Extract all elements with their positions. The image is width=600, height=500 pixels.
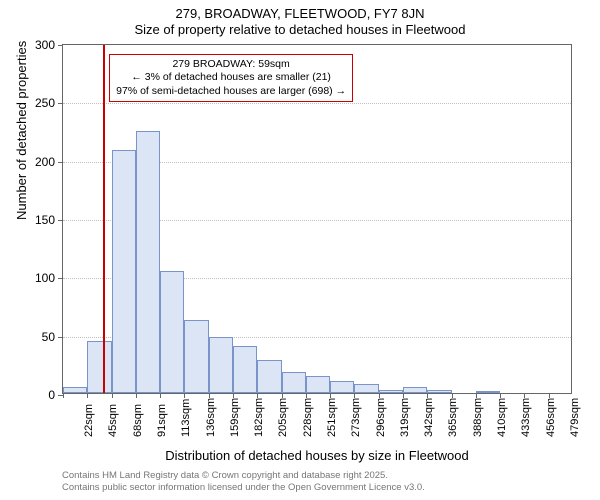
x-tick <box>427 393 428 398</box>
x-tick <box>500 393 501 398</box>
x-tick-label: 273sqm <box>344 398 362 437</box>
x-tick <box>306 393 307 398</box>
histogram-bar <box>282 372 306 393</box>
y-tick-label: 250 <box>35 96 63 110</box>
x-tick <box>403 393 404 398</box>
x-tick-label: 22sqm <box>77 404 95 437</box>
x-tick-label: 68sqm <box>126 404 144 437</box>
histogram-bar <box>476 391 500 393</box>
y-axis-label: Number of detached properties <box>14 41 29 220</box>
x-tick-label: 45sqm <box>101 404 119 437</box>
y-tick-label: 150 <box>35 213 63 227</box>
histogram-bar <box>306 376 330 394</box>
histogram-bar <box>136 131 160 394</box>
footer-line-1: Contains HM Land Registry data © Crown c… <box>62 470 425 482</box>
x-tick <box>63 393 64 398</box>
histogram-bar <box>257 360 281 393</box>
annotation-line: 97% of semi-detached houses are larger (… <box>116 85 346 98</box>
annotation-box: 279 BROADWAY: 59sqm← 3% of detached hous… <box>109 54 353 101</box>
footer-attribution: Contains HM Land Registry data © Crown c… <box>62 470 425 494</box>
x-tick <box>136 393 137 398</box>
histogram-bar <box>427 390 451 394</box>
x-tick <box>160 393 161 398</box>
histogram-bar <box>160 271 184 394</box>
x-tick <box>233 393 234 398</box>
x-tick-label: 479sqm <box>563 398 581 437</box>
x-tick <box>257 393 258 398</box>
x-tick-label: 182sqm <box>247 398 265 437</box>
histogram-bar <box>63 387 87 393</box>
y-tick-label: 100 <box>35 271 63 285</box>
x-tick <box>209 393 210 398</box>
y-tick-label: 50 <box>42 330 63 344</box>
x-tick-label: 159sqm <box>223 398 241 437</box>
x-axis-label: Distribution of detached houses by size … <box>62 448 572 463</box>
x-tick-label: 205sqm <box>271 398 289 437</box>
histogram-bar <box>354 384 378 393</box>
x-tick <box>354 393 355 398</box>
histogram-bar <box>87 341 111 394</box>
x-tick-label: 365sqm <box>441 398 459 437</box>
x-tick-label: 91sqm <box>150 404 168 437</box>
x-tick <box>184 393 185 398</box>
x-tick-label: 388sqm <box>466 398 484 437</box>
footer-line-2: Contains public sector information licen… <box>62 482 425 494</box>
x-tick-label: 456sqm <box>539 398 557 437</box>
x-tick-label: 319sqm <box>393 398 411 437</box>
reference-line <box>103 45 105 393</box>
x-tick-label: 251sqm <box>320 398 338 437</box>
histogram-bar <box>330 381 354 393</box>
chart-title-2: Size of property relative to detached ho… <box>0 22 600 37</box>
x-tick-label: 342sqm <box>417 398 435 437</box>
x-tick-label: 410sqm <box>490 398 508 437</box>
x-tick-label: 113sqm <box>174 399 192 437</box>
x-tick <box>282 393 283 398</box>
x-tick-label: 228sqm <box>296 398 314 437</box>
x-tick <box>549 393 550 398</box>
histogram-bar <box>184 320 208 394</box>
histogram-bar <box>112 150 136 393</box>
annotation-line: ← 3% of detached houses are smaller (21) <box>116 71 346 84</box>
chart-container: 279, BROADWAY, FLEETWOOD, FY7 8JN Size o… <box>0 0 600 500</box>
annotation-line: 279 BROADWAY: 59sqm <box>116 58 346 71</box>
x-tick <box>452 393 453 398</box>
plot-area: 05010015020025030022sqm45sqm68sqm91sqm11… <box>62 44 572 394</box>
y-tick-label: 0 <box>48 388 63 402</box>
x-tick-label: 296sqm <box>369 398 387 437</box>
chart-title-1: 279, BROADWAY, FLEETWOOD, FY7 8JN <box>0 6 600 21</box>
x-tick <box>112 393 113 398</box>
histogram-bar <box>403 387 427 393</box>
histogram-bar <box>379 390 403 394</box>
x-tick <box>330 393 331 398</box>
gridline <box>63 103 571 104</box>
x-tick <box>379 393 380 398</box>
histogram-bar <box>209 337 233 393</box>
x-tick <box>476 393 477 398</box>
x-tick <box>87 393 88 398</box>
histogram-bar <box>233 346 257 393</box>
x-tick <box>524 393 525 398</box>
y-tick-label: 300 <box>35 38 63 52</box>
x-tick-label: 136sqm <box>199 398 217 437</box>
x-tick-label: 433sqm <box>514 398 532 437</box>
y-tick-label: 200 <box>35 155 63 169</box>
